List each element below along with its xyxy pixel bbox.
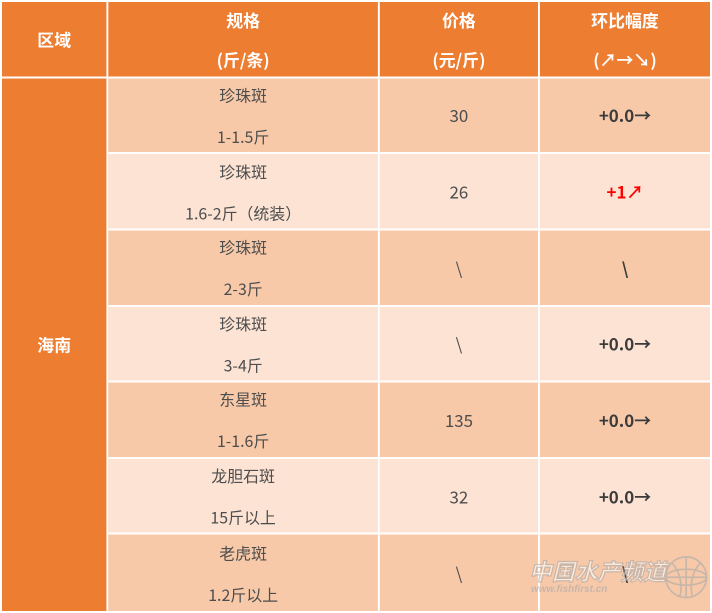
svg-text:中国水产频道: 中国水产频道 xyxy=(529,553,669,587)
svg-text:www.fishfirst.cn: www.fishfirst.cn xyxy=(531,584,607,595)
